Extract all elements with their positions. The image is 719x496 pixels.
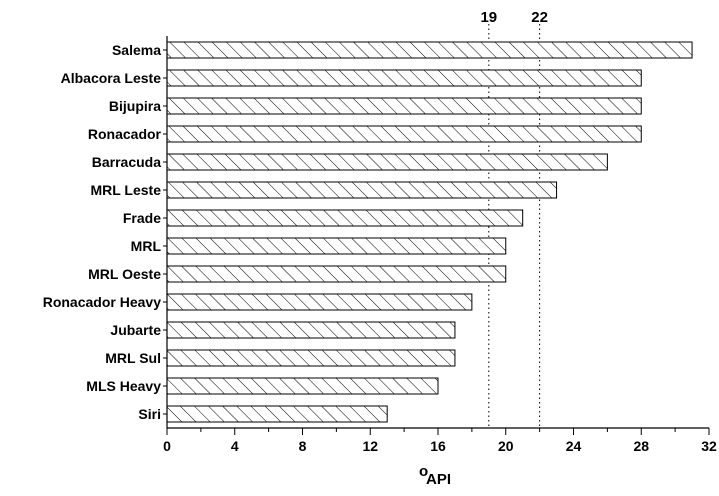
category-label: MRL Oeste: [88, 266, 161, 282]
category-label: Barracuda: [92, 154, 161, 170]
x-tick-label: 0: [163, 438, 171, 454]
category-label: Ronacador: [88, 126, 162, 142]
x-tick-label: 24: [566, 438, 582, 454]
bar: [166, 41, 693, 59]
category-label: Ronacador Heavy: [43, 294, 161, 310]
bar: [166, 209, 524, 227]
bar: [166, 97, 642, 115]
x-tick-label: 20: [498, 438, 514, 454]
bar: [166, 153, 608, 171]
category-label: MLS Heavy: [86, 378, 161, 394]
bar: [166, 321, 456, 339]
category-label: Jubarte: [110, 322, 161, 338]
category-label: Siri: [138, 406, 161, 422]
bar: [166, 125, 642, 143]
x-axis-label-degree: o: [419, 463, 428, 480]
bar: [166, 405, 388, 423]
category-label: Frade: [123, 210, 161, 226]
category-label: Salema: [112, 42, 161, 58]
category-label: Bijupira: [109, 98, 161, 114]
x-tick-label: 16: [430, 438, 446, 454]
category-label: MRL Sul: [105, 350, 161, 366]
bar: [166, 265, 507, 283]
category-label: Albacora Leste: [61, 70, 162, 86]
bar: [166, 377, 439, 395]
x-tick-label: 12: [362, 438, 378, 454]
bar: [166, 293, 473, 311]
bar: [166, 181, 558, 199]
x-tick-label: 28: [633, 438, 649, 454]
bar: [166, 237, 507, 255]
x-tick-label: 8: [299, 438, 307, 454]
category-label: MRL Leste: [90, 182, 161, 198]
category-label: MRL: [131, 238, 162, 254]
plot-area: 19 22 Salema Albacora Leste Bijupira Ronacado…: [43, 9, 717, 454]
x-tick-label: 4: [231, 438, 239, 454]
bar: [166, 69, 642, 87]
x-axis-label: API: [426, 471, 451, 488]
reference-line-label: 19: [480, 9, 497, 26]
x-tick-label: 32: [701, 438, 717, 454]
reference-line-label: 22: [531, 9, 548, 26]
bar: [166, 349, 456, 367]
